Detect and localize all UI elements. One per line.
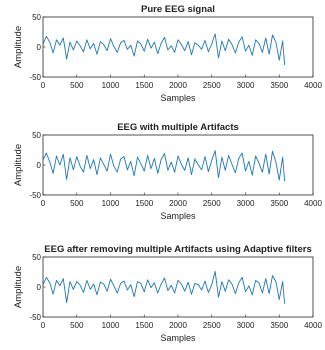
x-tick-label: 500 — [70, 81, 84, 90]
x-tick-label: 3000 — [237, 199, 255, 208]
x-tick-label: 2000 — [169, 81, 187, 90]
chart-title-3: EEG after removing multiple Artifacts us… — [44, 244, 311, 255]
x-tick-label: 2500 — [203, 199, 221, 208]
x-tick-label: 1000 — [102, 199, 120, 208]
y-axis-label: Amplitude — [13, 26, 24, 68]
y-tick-label: 0 — [37, 43, 42, 52]
y-tick-label: 0 — [37, 161, 42, 170]
chart-title-2: EEG with multiple Artifacts — [117, 122, 239, 133]
y-tick-label: -50 — [29, 313, 41, 322]
x-tick-label: 2000 — [169, 321, 187, 330]
x-tick-label: 3000 — [237, 321, 255, 330]
x-tick-label: 0 — [41, 199, 46, 208]
x-axis-label: Samples — [160, 93, 196, 103]
x-tick-label: 1000 — [102, 81, 120, 90]
plot-area-1 — [42, 16, 314, 78]
eeg-signal-line — [42, 150, 286, 182]
y-tick-label: 50 — [32, 131, 41, 140]
y-tick-label: 50 — [32, 253, 41, 262]
x-tick-label: 2500 — [203, 321, 221, 330]
y-tick-label: 0 — [37, 283, 42, 292]
x-tick-label: 4000 — [304, 81, 322, 90]
y-tick-label: -50 — [29, 191, 41, 200]
x-tick-label: 3500 — [270, 81, 288, 90]
x-tick-label: 1000 — [102, 321, 120, 330]
chart-title-1: Pure EEG signal — [141, 4, 215, 15]
x-axis-label: Samples — [160, 211, 196, 221]
x-tick-label: 2000 — [169, 199, 187, 208]
x-tick-label: 0 — [41, 321, 46, 330]
x-tick-label: 1500 — [135, 199, 153, 208]
x-tick-label: 3000 — [237, 81, 255, 90]
y-tick-label: 50 — [32, 13, 41, 22]
eeg-signal-line — [42, 33, 286, 66]
x-tick-label: 4000 — [304, 199, 322, 208]
x-tick-label: 3500 — [270, 199, 288, 208]
eeg-signal-line — [42, 270, 286, 304]
x-tick-label: 1500 — [135, 81, 153, 90]
y-axis-label: Amplitude — [13, 144, 24, 186]
x-tick-label: 3500 — [270, 321, 288, 330]
x-tick-label: 0 — [41, 81, 46, 90]
x-tick-label: 500 — [70, 321, 84, 330]
y-tick-label: -50 — [29, 73, 41, 82]
x-tick-label: 4000 — [304, 321, 322, 330]
x-tick-label: 2500 — [203, 81, 221, 90]
x-axis-label: Samples — [160, 333, 196, 343]
plot-area-2 — [42, 134, 314, 196]
plot-area-3 — [42, 256, 314, 318]
x-tick-label: 1500 — [135, 321, 153, 330]
x-tick-label: 500 — [70, 199, 84, 208]
y-axis-label: Amplitude — [13, 266, 24, 308]
